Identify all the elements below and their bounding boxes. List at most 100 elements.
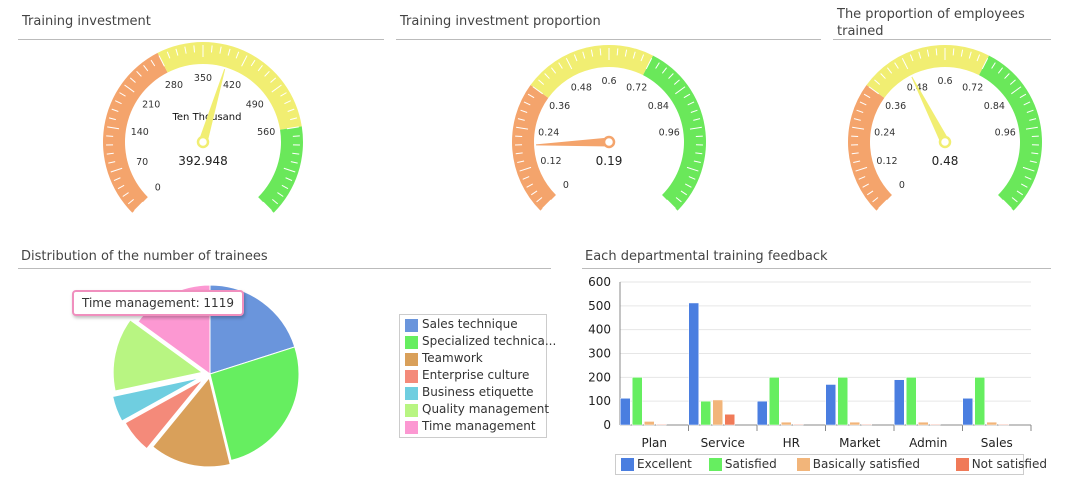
gauge-tick <box>661 67 668 74</box>
pie-legend-item[interactable]: Business etiquette <box>422 385 534 399</box>
gauge-tick <box>262 201 272 211</box>
gauge-tick-label: 0 <box>155 182 161 193</box>
bar-legend-item[interactable]: Satisfied <box>724 457 777 471</box>
gauge-value: 0.48 <box>932 154 959 168</box>
gauge-tick-label: 0 <box>563 180 569 191</box>
bar-not-satisfied <box>724 414 735 426</box>
gauge-tick <box>271 84 282 93</box>
gauge-tick <box>632 51 636 59</box>
gauge-tick <box>894 62 899 69</box>
bar-x-tick-label: Admin <box>909 436 947 450</box>
gauge-tick <box>960 49 964 57</box>
bar-basically-satisfied <box>918 421 929 426</box>
gauge-tick-label: 0.84 <box>648 101 669 112</box>
gauge-tick <box>645 58 653 70</box>
gauge-band <box>643 55 706 211</box>
pie-legend-item[interactable]: Sales technique <box>422 317 518 331</box>
pie-legend-item[interactable]: Enterprise culture <box>422 368 530 382</box>
bar-y-tick-label: 0 <box>603 418 611 432</box>
pie-legend-swatch <box>405 353 418 366</box>
gauge-tick <box>624 49 628 57</box>
pie-legend-item[interactable]: Teamwork <box>422 351 483 365</box>
gauge-tick <box>886 67 893 74</box>
bar-x-tick-label: Sales <box>981 436 1013 450</box>
gauge-tick-label: 0.36 <box>885 101 906 112</box>
gauge-tick <box>997 67 1004 74</box>
gauge-tick <box>852 126 865 130</box>
gauge-tick <box>872 197 879 203</box>
gauge-unit-label: Ten Thousand <box>171 112 241 123</box>
gauge-tick <box>235 51 240 59</box>
gauge-tick <box>519 166 532 172</box>
gauge-tick <box>250 59 256 67</box>
gauge-tick <box>241 55 248 67</box>
gauge-tick <box>143 65 149 72</box>
gauge-tick-label: 70 <box>136 157 148 168</box>
gauge-tick <box>1026 109 1034 114</box>
gauge-tick <box>680 190 688 196</box>
pie-tooltip: Time management: 1119 <box>72 290 244 316</box>
bar-title: Each departmental training feedback <box>585 249 828 264</box>
bar-satisfied <box>837 377 848 426</box>
gauge-needle <box>536 137 610 147</box>
gauge-tick-label: 0.48 <box>571 83 592 94</box>
gauge-tick <box>981 58 989 70</box>
gauge-tick <box>107 126 120 130</box>
bar-basically-satisfied <box>781 421 792 426</box>
gauge-tick <box>675 86 686 95</box>
gauge-tick <box>683 93 691 99</box>
gauge-band <box>979 55 1042 211</box>
gauge-tick <box>991 62 996 69</box>
pie-legend-swatch <box>405 387 418 400</box>
bar-basically-satisfied <box>644 421 655 426</box>
gauge-tick <box>117 184 125 190</box>
bar-y-tick-label: 400 <box>588 323 611 337</box>
bar-legend-item[interactable]: Excellent <box>637 457 692 471</box>
gauge3-rule <box>833 39 1051 40</box>
gauge-tick <box>918 51 922 59</box>
bar-legend-item[interactable]: Basically satisfied <box>812 457 920 471</box>
pie-slice <box>152 376 231 468</box>
gauge-tick <box>124 84 135 93</box>
gauge-tick <box>675 197 682 203</box>
pie-slice <box>124 379 204 450</box>
gauge-tick <box>599 48 602 56</box>
gauge-tick <box>853 160 861 163</box>
gauge-tick <box>1024 176 1032 180</box>
gauge-tick-label: 0 <box>899 180 905 191</box>
bar-satisfied <box>769 377 780 426</box>
bar-not-satisfied <box>656 424 667 426</box>
gauge-tick <box>878 199 888 209</box>
bar-not-satisfied <box>930 424 941 426</box>
gauge-tick <box>859 101 867 106</box>
gauge-tick <box>686 166 699 172</box>
gauge-tick-label: 0.72 <box>626 83 647 94</box>
bar-satisfied <box>700 400 711 426</box>
gauge-tick-label: 420 <box>223 80 241 91</box>
gauge-tick <box>158 55 165 67</box>
gauge-tick-label: 280 <box>165 80 183 91</box>
gauge-tick <box>526 183 534 188</box>
bar-chart: 0 100 200 300 400 500 600 Plan Service HR Market Ad… <box>588 275 1032 450</box>
pie-legend-item[interactable]: Quality management <box>422 402 550 416</box>
gauge-tick <box>127 198 134 205</box>
gauge-tick-label: 0.6 <box>601 76 616 87</box>
gauge-tick <box>590 49 594 57</box>
gauge-tick <box>184 46 187 54</box>
gauge-tick <box>1025 126 1038 130</box>
gauge-tick <box>150 59 156 67</box>
gauge-pivot <box>196 135 210 149</box>
gauge-tick <box>290 161 298 164</box>
pie-rule <box>18 268 551 269</box>
bar-basically-satisfied <box>849 421 860 426</box>
gauge-tick <box>538 79 545 85</box>
pie-legend-item[interactable]: Time management <box>422 419 536 433</box>
gauge-tick <box>684 183 692 188</box>
bar-excellent <box>825 384 836 426</box>
pie-legend-item[interactable]: Specialized technica... <box>422 334 557 348</box>
bar-y-tick-label: 600 <box>588 275 611 289</box>
gauge-tick <box>688 176 696 180</box>
bar-legend-item[interactable]: Not satisfied <box>971 457 1047 471</box>
gauge-tick <box>517 118 525 121</box>
gauge-band <box>866 45 990 98</box>
